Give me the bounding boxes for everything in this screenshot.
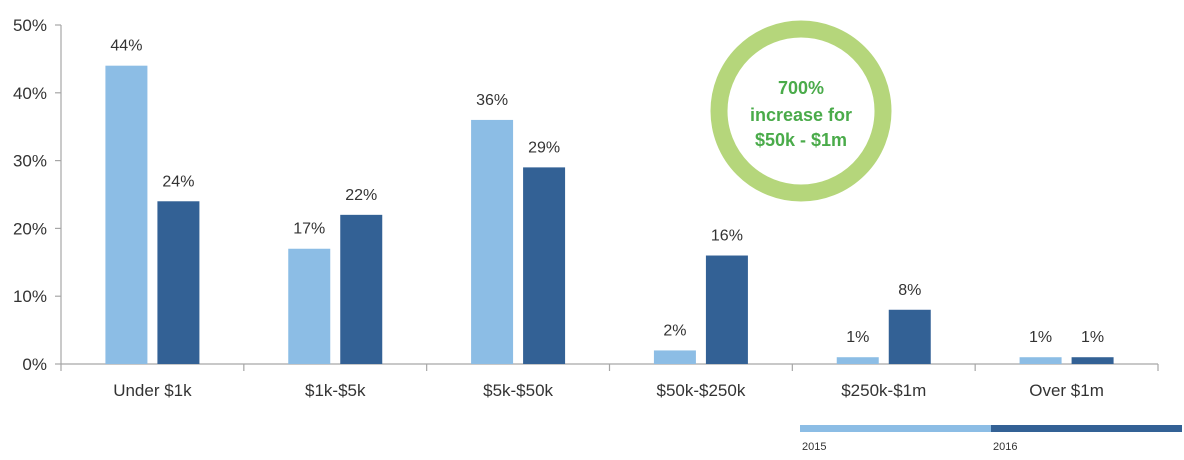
callout-line-3: $50k - $1m [755, 130, 847, 150]
bar-2015 [288, 248, 331, 364]
x-category-label: $1k-$5k [305, 381, 366, 400]
data-label-2015: 36% [476, 92, 508, 109]
legend-label-2015: 2015 [802, 441, 826, 453]
y-axis: 0% 10% 20% 30% 40% 50% [13, 16, 62, 374]
data-labels: 44% 24% 17% 22% 36% 29% 2% 16% 1% 8% 1% 1% [110, 38, 1104, 347]
x-category-label: Under $1k [113, 381, 192, 400]
bar-2015 [836, 357, 879, 364]
x-category-label: $5k-$50k [483, 381, 553, 400]
data-label-2015: 17% [293, 221, 325, 238]
bar-2016 [157, 201, 200, 364]
y-tick-label: 0% [22, 355, 47, 374]
x-category-label: $50k-$250k [656, 381, 745, 400]
bar-2016 [888, 309, 931, 364]
bar-2016 [340, 214, 383, 364]
data-label-2015: 44% [110, 38, 142, 55]
legend-label-2016: 2016 [993, 441, 1017, 453]
bar-2016 [705, 255, 748, 364]
legend: 2015 2016 [800, 425, 1182, 453]
y-tick-label: 50% [13, 16, 47, 35]
callout-line-1: 700% [778, 78, 824, 98]
data-label-2016: 24% [162, 173, 194, 190]
bar-2015 [471, 119, 514, 364]
legend-swatch-2016 [991, 425, 1182, 432]
y-tick-label: 40% [13, 84, 47, 103]
data-label-2016: 29% [528, 139, 560, 156]
callout-line-2: increase for [750, 105, 852, 125]
bar-2016 [1071, 357, 1114, 364]
data-label-2016: 8% [898, 282, 921, 299]
x-axis: Under $1k $1k-$5k $5k-$50k $50k-$250k $250k-… [60, 363, 1159, 400]
bar-2015 [1019, 357, 1062, 364]
legend-swatch-2015 [800, 425, 991, 432]
bar-2016 [523, 167, 566, 364]
y-tick-label: 10% [13, 287, 47, 306]
callout: 700% increase for $50k - $1m [710, 20, 892, 202]
data-label-2016: 16% [711, 228, 743, 245]
data-label-2015: 1% [846, 329, 869, 346]
x-category-label: Over $1m [1029, 381, 1104, 400]
bars [105, 65, 1114, 365]
x-category-label: $250k-$1m [841, 381, 926, 400]
y-tick-label: 30% [13, 152, 47, 171]
data-label-2015: 1% [1029, 329, 1052, 346]
y-tick-label: 20% [13, 219, 47, 238]
bar-2015 [105, 65, 148, 365]
callout-ring [710, 20, 892, 202]
data-label-2015: 2% [663, 322, 686, 339]
data-label-2016: 1% [1081, 329, 1104, 346]
data-label-2016: 22% [345, 187, 377, 204]
bar-2015 [653, 350, 696, 364]
